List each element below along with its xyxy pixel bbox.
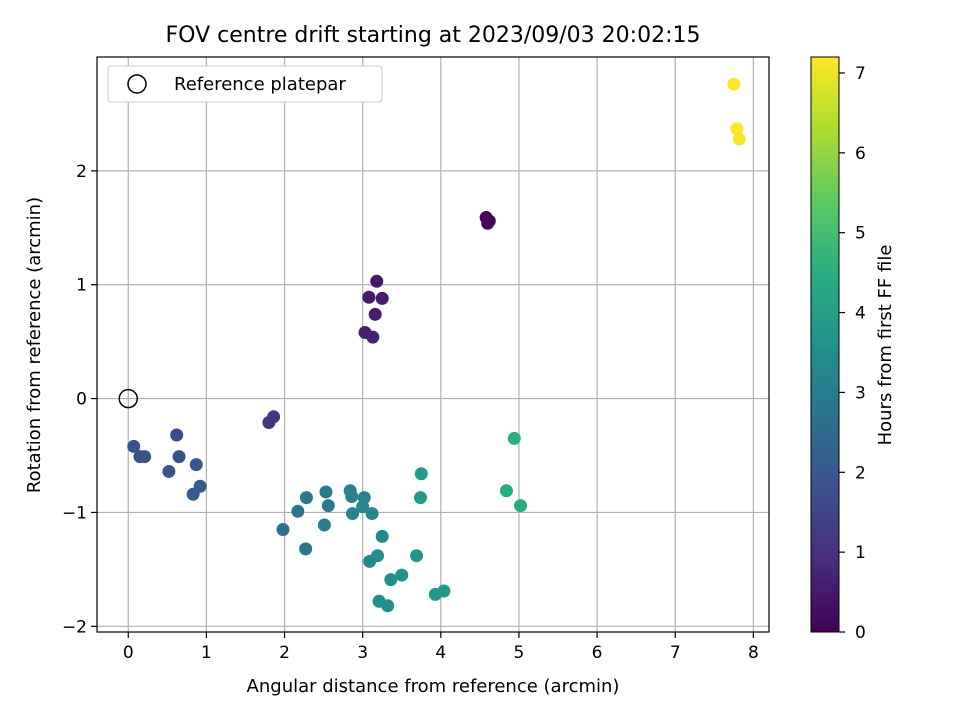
colorbar: 0 1 2 3 4 5 6 7 Hours from first FF file <box>810 56 896 643</box>
data-point <box>138 450 152 464</box>
data-point <box>299 542 313 556</box>
x-tick-label: 8 <box>748 643 759 663</box>
y-tick-label: −2 <box>62 617 87 637</box>
data-point <box>299 491 313 505</box>
reference-platepar-marker <box>118 388 139 409</box>
x-tick-label: 1 <box>201 643 212 663</box>
data-point <box>368 307 382 321</box>
x-axis-ticks: 0 1 2 3 4 5 6 7 8 <box>123 632 759 663</box>
colorbar-tick-label: 5 <box>855 224 866 244</box>
x-tick-label: 5 <box>514 643 525 663</box>
data-point <box>384 573 398 587</box>
data-point <box>345 490 359 504</box>
y-tick-label: 0 <box>76 390 87 410</box>
colorbar-tick-label: 4 <box>855 304 866 324</box>
chart-title: FOV centre drift starting at 2023/09/03 … <box>166 23 701 48</box>
data-point <box>730 122 744 136</box>
data-point <box>162 464 176 478</box>
y-axis-label: Rotation from reference (arcmin) <box>24 197 45 493</box>
legend-label: Reference platepar <box>174 74 346 95</box>
colorbar-label: Hours from first FF file <box>875 245 896 446</box>
y-tick-label: −1 <box>62 503 87 523</box>
data-point <box>317 518 331 532</box>
data-point <box>363 554 377 568</box>
colorbar-tick-label: 1 <box>855 543 866 563</box>
data-point <box>170 428 184 442</box>
data-point <box>356 500 370 514</box>
x-tick-label: 0 <box>123 643 134 663</box>
data-point <box>381 599 395 613</box>
y-axis-ticks: −2 −1 0 1 2 <box>62 162 97 637</box>
data-point <box>375 529 389 543</box>
data-point <box>727 77 741 91</box>
y-tick-label: 1 <box>76 276 87 296</box>
x-tick-label: 7 <box>670 643 681 663</box>
data-point <box>410 549 424 563</box>
data-point <box>189 458 203 472</box>
legend-marker-icon <box>127 74 147 94</box>
legend-box <box>107 65 383 103</box>
data-point <box>370 274 384 288</box>
data-point <box>346 507 360 521</box>
data-point <box>276 523 290 537</box>
data-point <box>514 499 528 513</box>
x-tick-label: 6 <box>592 643 603 663</box>
x-tick-label: 3 <box>357 643 368 663</box>
y-tick-label: 2 <box>76 162 87 182</box>
data-point <box>366 330 380 344</box>
data-point <box>365 507 379 521</box>
data-point <box>291 504 305 518</box>
data-point <box>362 290 376 304</box>
data-point <box>413 491 427 505</box>
data-point <box>172 450 186 464</box>
data-point <box>262 415 276 429</box>
data-point <box>414 467 428 481</box>
colorbar-tick-label: 3 <box>855 383 866 403</box>
data-point <box>732 132 746 146</box>
colorbar-gradient <box>810 56 840 633</box>
data-points <box>127 77 746 613</box>
data-point <box>437 584 451 598</box>
data-point <box>321 499 335 513</box>
colorbar-tick-label: 7 <box>855 64 866 84</box>
data-point <box>375 291 389 305</box>
legend: Reference platepar <box>107 65 383 103</box>
data-point <box>481 216 495 230</box>
data-point <box>127 439 141 453</box>
plot-frame <box>96 56 770 633</box>
data-point <box>507 431 521 445</box>
grid-lines <box>97 57 769 632</box>
colorbar-tick-label: 6 <box>855 144 866 164</box>
data-point <box>395 568 409 582</box>
data-point <box>186 487 200 501</box>
data-point <box>319 485 333 499</box>
x-tick-label: 2 <box>279 643 290 663</box>
colorbar-tick-label: 2 <box>855 463 866 483</box>
x-axis-label: Angular distance from reference (arcmin) <box>247 676 620 697</box>
colorbar-tick-label: 0 <box>855 623 866 643</box>
colorbar-ticks: 0 1 2 3 4 5 6 7 <box>839 64 866 643</box>
x-tick-label: 4 <box>435 643 446 663</box>
data-point <box>499 484 513 498</box>
